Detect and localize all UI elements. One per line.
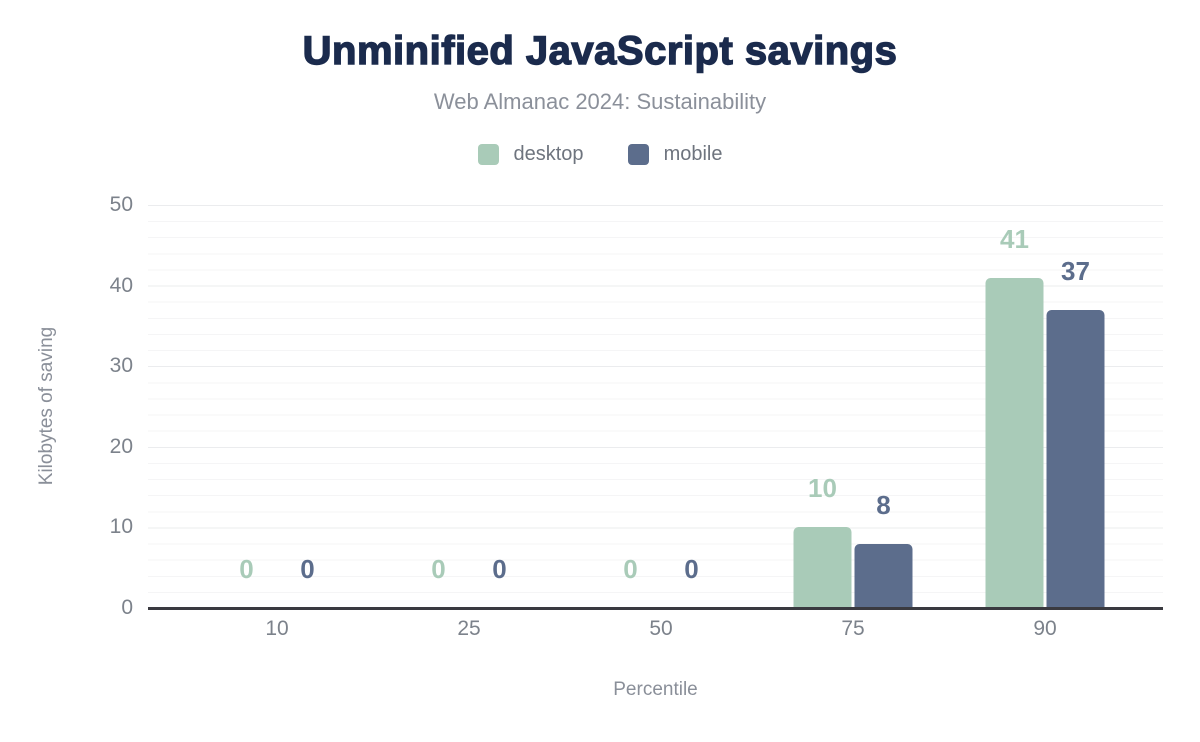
desktop-value-label: 41 bbox=[1000, 223, 1029, 254]
x-tick-label: 10 bbox=[265, 617, 289, 640]
desktop-bar bbox=[985, 277, 1044, 608]
y-tick-label: 50 bbox=[109, 193, 133, 216]
y-tick-label: 0 bbox=[121, 596, 133, 619]
desktop-bar-column: 0 bbox=[218, 556, 276, 608]
bar-group-75: 10 8 bbox=[793, 473, 913, 608]
mobile-value-label: 0 bbox=[300, 554, 315, 584]
bar-groups: 0 0 0 0 0 0 10 8 41 37 bbox=[148, 205, 1163, 608]
mobile-bar-column: 0 bbox=[663, 556, 721, 608]
mobile-value-label: 0 bbox=[492, 554, 507, 584]
mobile-value-label: 37 bbox=[1061, 255, 1090, 286]
x-axis-tick-labels: 10 25 50 75 90 bbox=[148, 617, 1163, 643]
y-axis-tick-labels: 0 10 20 30 40 50 bbox=[0, 193, 133, 619]
y-tick-label: 10 bbox=[109, 515, 133, 539]
y-tick-label: 40 bbox=[109, 273, 133, 297]
desktop-bar-column: 0 bbox=[602, 556, 660, 608]
plot-area: 0 0 0 0 0 0 10 8 41 37 bbox=[148, 205, 1163, 610]
chart-legend: desktop mobile bbox=[0, 144, 1200, 165]
desktop-value-label: 0 bbox=[239, 554, 254, 584]
mobile-value-label: 8 bbox=[876, 489, 891, 520]
desktop-bar-column: 0 bbox=[410, 556, 468, 608]
mobile-bar-column: 0 bbox=[471, 556, 529, 608]
desktop-swatch bbox=[477, 144, 499, 165]
desktop-bar-column: 10 bbox=[793, 473, 852, 608]
desktop-value-label: 0 bbox=[431, 554, 446, 584]
x-tick-label: 50 bbox=[649, 617, 673, 640]
legend-item-desktop: desktop bbox=[477, 143, 584, 165]
x-axis-line bbox=[148, 607, 1163, 610]
x-tick-label: 25 bbox=[457, 617, 481, 640]
legend-label-desktop: desktop bbox=[513, 143, 584, 165]
x-tick-label: 90 bbox=[1033, 617, 1057, 640]
y-tick-label: 30 bbox=[109, 354, 133, 378]
x-tick-label: 75 bbox=[841, 617, 865, 640]
desktop-bar-column: 41 bbox=[985, 223, 1044, 608]
mobile-bar-column: 0 bbox=[279, 556, 337, 608]
mobile-bar-column: 8 bbox=[854, 489, 913, 608]
legend-label-mobile: mobile bbox=[663, 143, 723, 165]
mobile-swatch bbox=[627, 144, 649, 165]
mobile-value-label: 0 bbox=[684, 554, 699, 584]
desktop-bar bbox=[793, 527, 852, 608]
chart-title: Unminified JavaScript savings bbox=[302, 29, 898, 73]
legend-item-mobile: mobile bbox=[627, 143, 723, 165]
mobile-bar bbox=[1046, 309, 1105, 608]
x-axis-title: Percentile bbox=[613, 679, 698, 700]
mobile-bar bbox=[854, 543, 913, 608]
desktop-value-label: 0 bbox=[623, 554, 638, 584]
mobile-bar-column: 37 bbox=[1046, 255, 1105, 608]
y-tick-label: 20 bbox=[109, 434, 133, 458]
chart-subtitle: Web Almanac 2024: Sustainability bbox=[433, 89, 767, 114]
desktop-value-label: 10 bbox=[808, 473, 837, 504]
bar-group-90: 41 37 bbox=[985, 223, 1105, 608]
